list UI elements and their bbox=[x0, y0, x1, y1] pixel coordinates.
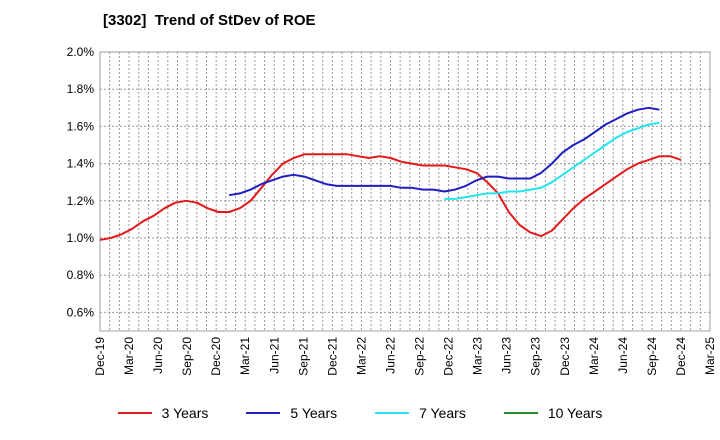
x-tick-label: Dec-24 bbox=[674, 337, 688, 376]
y-tick-label: 1.2% bbox=[67, 194, 95, 208]
series-line-7-years bbox=[444, 121, 660, 200]
y-tick-label: 0.8% bbox=[67, 268, 95, 282]
x-tick-label: Sep-21 bbox=[296, 337, 310, 376]
x-tick-label: Sep-20 bbox=[180, 337, 194, 376]
series-line-3-years bbox=[99, 153, 682, 241]
legend-swatch bbox=[503, 412, 538, 414]
legend-swatch bbox=[246, 412, 281, 414]
legend-swatch bbox=[117, 412, 152, 414]
legend-item: 7 Years bbox=[375, 405, 466, 421]
legend: 3 Years 5 Years 7 Years 10 Years bbox=[0, 405, 720, 421]
x-tick-label: Dec-19 bbox=[93, 337, 107, 376]
series-lines bbox=[99, 106, 682, 241]
x-tick-label: Jun-21 bbox=[267, 337, 281, 374]
x-tick-label: Dec-23 bbox=[558, 337, 572, 376]
x-tick-label: Dec-21 bbox=[325, 337, 339, 376]
y-tick-label: 0.6% bbox=[67, 305, 95, 319]
legend-label: 5 Years bbox=[290, 405, 338, 421]
x-tick-label: Dec-22 bbox=[442, 337, 456, 376]
x-tick-label: Sep-23 bbox=[529, 337, 543, 376]
y-tick-label: 1.0% bbox=[67, 231, 95, 245]
x-tick-label: Sep-22 bbox=[413, 337, 427, 376]
y-tick-label: 1.6% bbox=[67, 119, 95, 133]
legend-item: 10 Years bbox=[503, 405, 603, 421]
legend-item: 3 Years bbox=[117, 405, 209, 421]
x-tick-label: Mar-25 bbox=[703, 337, 717, 375]
chart-title: [3302] Trend of StDev of ROE bbox=[103, 12, 316, 29]
series-line-5-years bbox=[228, 106, 660, 197]
y-axis-ticks: 0.6% 0.8% 1.0% 1.2% 1.4% 1.6% 1.8% 2.0% bbox=[67, 45, 95, 319]
grid-lines bbox=[99, 51, 711, 331]
plot-area bbox=[99, 51, 711, 332]
x-tick-label: Jun-23 bbox=[500, 337, 514, 374]
y-tick-label: 2.0% bbox=[67, 45, 95, 59]
x-tick-label: Sep-24 bbox=[645, 337, 659, 376]
legend-label: 3 Years bbox=[161, 405, 209, 421]
x-tick-label: Mar-23 bbox=[471, 337, 485, 375]
x-tick-label: Mar-20 bbox=[122, 337, 136, 375]
x-tick-label: Jun-20 bbox=[151, 337, 165, 374]
legend-label: 10 Years bbox=[547, 405, 603, 421]
x-tick-label: Jun-24 bbox=[616, 337, 630, 374]
x-tick-label: Mar-22 bbox=[354, 337, 368, 375]
x-tick-label: Mar-21 bbox=[238, 337, 252, 375]
x-tick-label: Mar-24 bbox=[587, 337, 601, 375]
x-tick-label: Jun-22 bbox=[383, 337, 397, 374]
y-tick-label: 1.8% bbox=[67, 82, 95, 96]
y-tick-label: 1.4% bbox=[67, 157, 95, 171]
legend-swatch bbox=[375, 412, 410, 414]
x-tick-label: Dec-20 bbox=[209, 337, 223, 376]
legend-item: 5 Years bbox=[246, 405, 337, 421]
legend-label: 7 Years bbox=[419, 405, 466, 421]
x-axis-ticks: Dec-19 Mar-20 Jun-20 Sep-20 Dec-20 Mar-21 Jun-… bbox=[93, 337, 717, 376]
